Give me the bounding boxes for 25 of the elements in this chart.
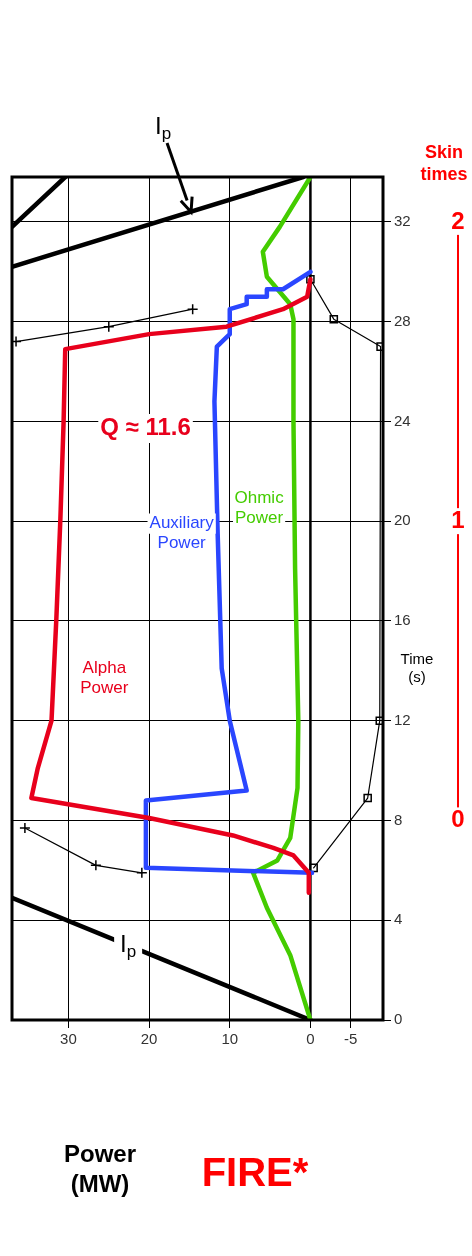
x-tick-label: -5	[344, 1030, 358, 1048]
series-label: Ohmic Power	[234, 488, 285, 528]
text: FIRE*	[201, 1150, 309, 1195]
x-axis-title: Power (MW)	[63, 1139, 137, 1197]
x-tick-label: 0	[306, 1030, 315, 1048]
y-tick-label: 20	[394, 511, 411, 529]
y-tick-label: 24	[394, 411, 411, 429]
x-tick-label: 30	[60, 1030, 77, 1048]
y-tick-label: 12	[394, 710, 411, 728]
y2-tick-label: 1	[451, 505, 465, 533]
y-tick-label: 32	[394, 212, 411, 230]
x-tick-label: 20	[140, 1030, 158, 1048]
annotation: Q ≈ 11.6	[100, 413, 191, 441]
y-tick-label: 0	[394, 1010, 403, 1028]
y-tick-label: 16	[394, 611, 411, 629]
y2-axis-title: Skin times	[420, 141, 468, 184]
y-tick-label: 4	[394, 910, 403, 928]
y2-tick-label: 0	[451, 805, 465, 833]
series-label: Alpha Power	[80, 658, 129, 698]
y-tick-label: 28	[394, 311, 411, 329]
series-label: Auxiliary Power	[149, 513, 215, 553]
y2-tick-label: 2	[451, 206, 465, 234]
y-tick-label: 8	[394, 810, 403, 828]
x-tick-label: 10	[221, 1030, 239, 1048]
y-axis-title: Time (s)	[400, 649, 434, 685]
